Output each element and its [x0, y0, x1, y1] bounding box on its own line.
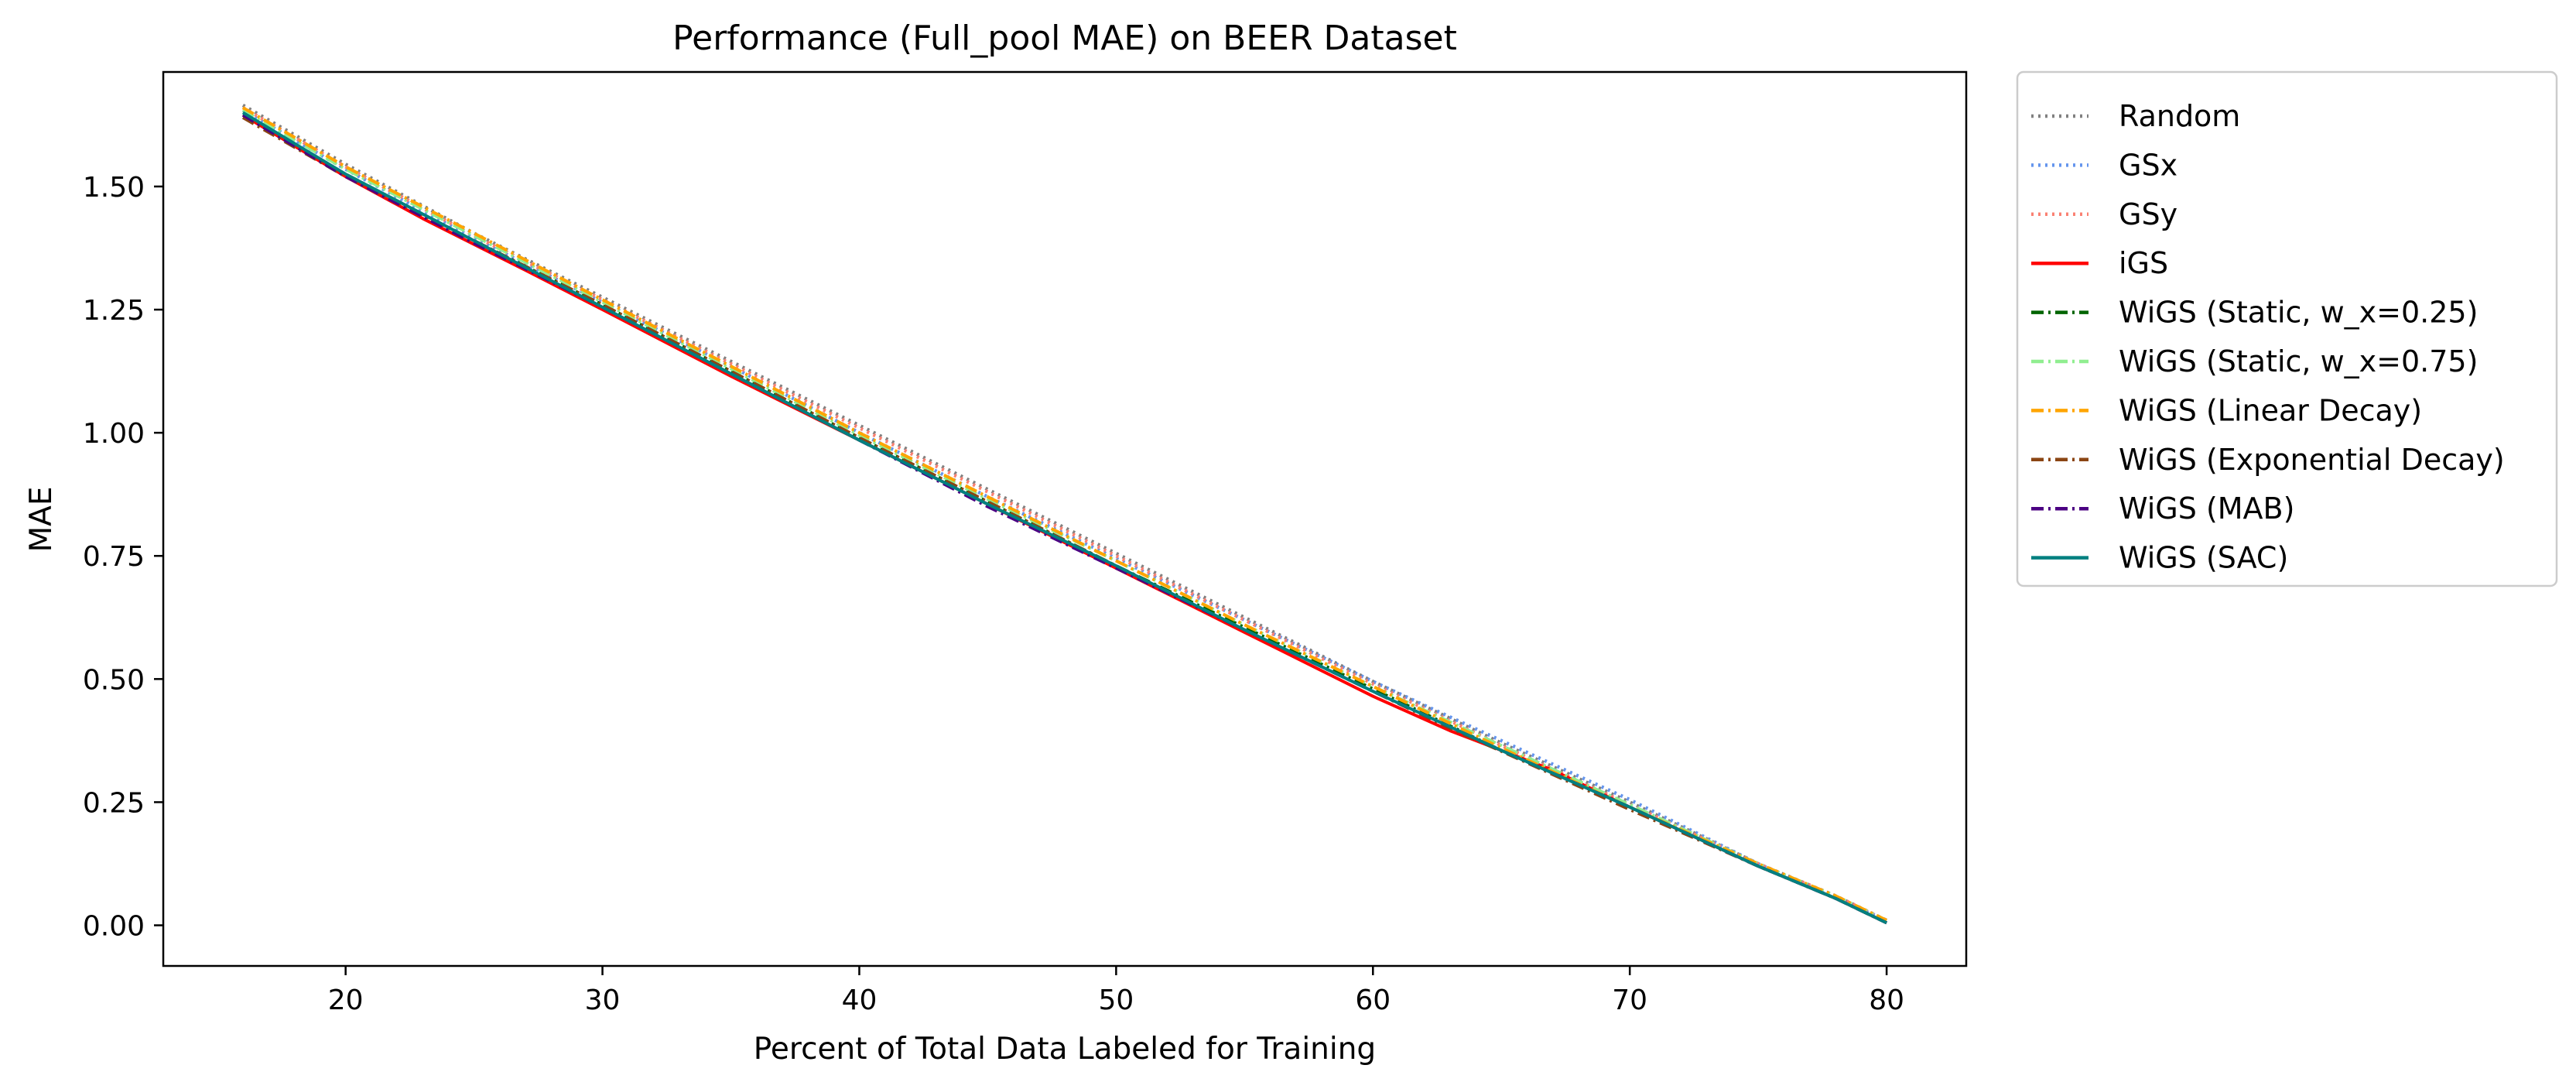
chart-title: Performance (Full_pool MAE) on BEER Data… [672, 19, 1457, 58]
y-axis-label: MAE [24, 487, 59, 553]
legend-label: WiGS (Static, w_x=0.75) [2119, 344, 2478, 378]
x-axis-label: Percent of Total Data Labeled for Traini… [754, 1032, 1376, 1067]
plot-area-frame [162, 70, 1968, 967]
x-tick-label: 70 [1612, 985, 1647, 1016]
legend-label: WiGS (SAC) [2119, 541, 2288, 575]
legend-label: WiGS (MAB) [2119, 491, 2294, 526]
legend-label: WiGS (Static, w_x=0.25) [2119, 296, 2478, 330]
legend-label: iGS [2119, 246, 2168, 280]
legend-frame [2016, 70, 2558, 587]
x-tick-label: 40 [842, 985, 877, 1016]
y-tick-label: 0.50 [83, 664, 145, 696]
y-tick-label: 1.25 [83, 295, 145, 327]
x-tick-label: 20 [328, 985, 364, 1016]
x-axis: 20 30 40 50 60 70 80 [328, 966, 1904, 1016]
series-line-wigs-sac [241, 111, 1887, 925]
series-line-gsx [241, 108, 1887, 923]
x-tick-label: 50 [1098, 985, 1134, 1016]
y-tick-label: 0.25 [83, 787, 145, 819]
y-axis: 0.00 0.25 0.50 0.75 1.00 1.25 1.50 [83, 172, 163, 943]
x-tick-label: 80 [1869, 985, 1904, 1016]
y-tick-label: 1.00 [83, 418, 145, 450]
legend-label: WiGS (Linear Decay) [2119, 393, 2422, 427]
x-tick-label: 30 [585, 985, 621, 1016]
legend-label: Random [2119, 99, 2240, 133]
legend: Random GSx GSy iGS WiGS (Static, w_x=0.25) Wi… [2016, 70, 2558, 587]
series-line-wigs-linear-decay [241, 106, 1887, 922]
legend-label: GSy [2119, 197, 2177, 231]
x-tick-label: 60 [1355, 985, 1391, 1016]
series-layer [241, 104, 1888, 925]
y-tick-label: 0.75 [83, 541, 145, 573]
y-tick-label: 1.50 [83, 172, 145, 204]
y-tick-label: 0.00 [83, 911, 145, 943]
legend-label: WiGS (Exponential Decay) [2119, 443, 2505, 477]
legend-label: GSx [2119, 148, 2177, 182]
